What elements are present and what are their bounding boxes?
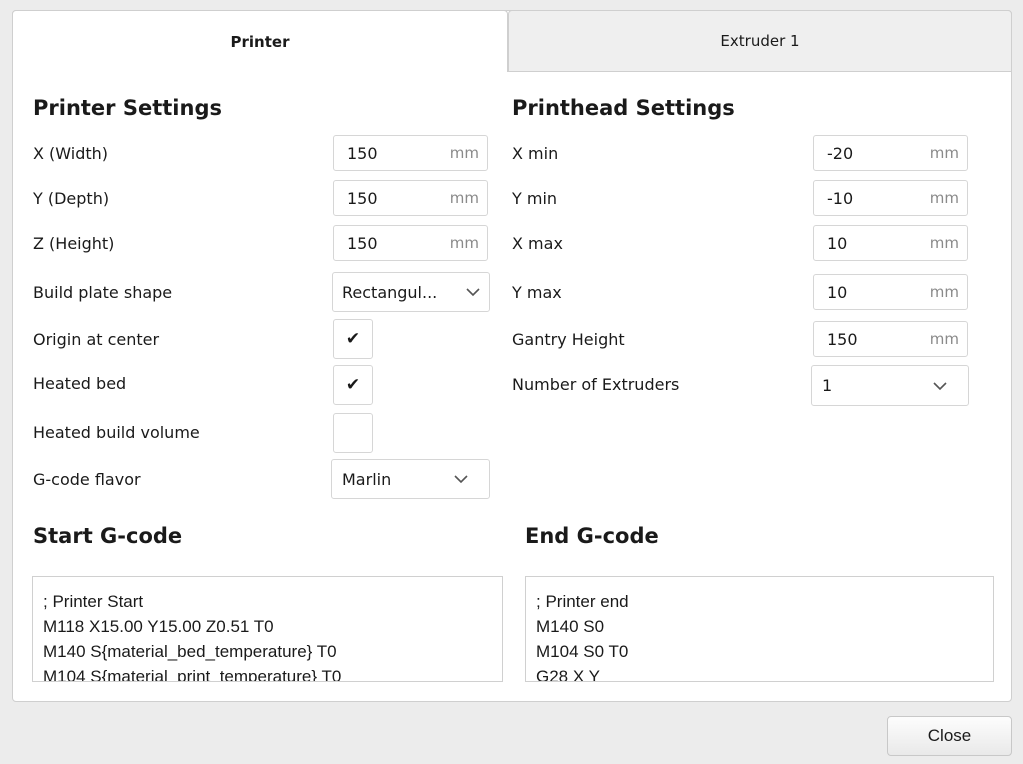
start-gcode-textarea[interactable]: ; Printer Start M118 X15.00 Y15.00 Z0.51… (32, 576, 503, 682)
z-height-label: Z (Height) (33, 233, 115, 253)
unit: mm (929, 283, 959, 301)
unit: mm (449, 234, 479, 252)
extruders-label: Number of Extruders (512, 374, 680, 394)
chevron-down-icon (465, 284, 481, 300)
printer-settings-heading: Printer Settings (33, 96, 222, 120)
code-line: M140 S0 (536, 617, 605, 636)
x-min-label: X min (512, 143, 559, 163)
y-depth-input[interactable]: 150 mm (333, 180, 488, 216)
code-line: ; Printer Start (43, 592, 144, 611)
unit: mm (449, 189, 479, 207)
y-max-input[interactable]: 10 mm (813, 274, 968, 310)
x-max-input[interactable]: 10 mm (813, 225, 968, 261)
unit: mm (929, 330, 959, 348)
value: -20 (827, 143, 854, 163)
unit: mm (929, 144, 959, 162)
code-line: ; Printer end (536, 592, 629, 611)
tab-printer[interactable]: Printer (12, 10, 508, 72)
heated-bed-label: Heated bed (33, 373, 127, 393)
x-max-label: X max (512, 233, 563, 253)
unit: mm (449, 144, 479, 162)
y-min-input[interactable]: -10 mm (813, 180, 968, 216)
y-depth-label: Y (Depth) (33, 188, 110, 208)
y-min-label: Y min (512, 188, 558, 208)
chevron-down-icon (453, 471, 469, 487)
value: Marlin (342, 469, 392, 489)
y-max-label: Y max (512, 282, 562, 302)
value: 10 (827, 282, 848, 302)
heated-volume-checkbox[interactable] (333, 413, 373, 453)
unit: mm (929, 234, 959, 252)
build-plate-select[interactable]: Rectangul... (332, 272, 490, 312)
gcode-flavor-label: G-code flavor (33, 469, 141, 489)
close-button[interactable]: Close (887, 716, 1012, 756)
gcode-flavor-select[interactable]: Marlin (331, 459, 490, 499)
tab-extruder-1[interactable]: Extruder 1 (508, 10, 1012, 72)
z-height-input[interactable]: 150 mm (333, 225, 488, 261)
start-gcode-heading: Start G-code (33, 524, 183, 548)
check-icon: ✔ (345, 375, 361, 395)
value: 150 (347, 143, 378, 163)
value: -10 (827, 188, 854, 208)
x-min-input[interactable]: -20 mm (813, 135, 968, 171)
value: 10 (827, 233, 848, 253)
code-line: M140 S{material_bed_temperature} T0 (43, 642, 337, 661)
chevron-down-icon (932, 378, 948, 394)
value: 150 (827, 329, 858, 349)
end-gcode-textarea[interactable]: ; Printer end M140 S0 M104 S0 T0 G28 X Y (525, 576, 994, 682)
gantry-height-input[interactable]: 150 mm (813, 321, 968, 357)
value: Rectangul... (342, 282, 438, 302)
origin-center-label: Origin at center (33, 329, 160, 349)
x-width-input[interactable]: 150 mm (333, 135, 488, 171)
heated-volume-label: Heated build volume (33, 422, 200, 442)
code-line: M104 S{material_print_temperature} T0 (43, 667, 342, 682)
code-line: M104 S0 T0 (536, 642, 629, 661)
origin-center-checkbox[interactable]: ✔ (333, 319, 373, 359)
code-line: M118 X15.00 Y15.00 Z0.51 T0 (43, 617, 274, 636)
printhead-settings-heading: Printhead Settings (512, 96, 735, 120)
gantry-height-label: Gantry Height (512, 329, 625, 349)
code-line: G28 X Y (536, 667, 600, 682)
value: 150 (347, 233, 378, 253)
heated-bed-checkbox[interactable]: ✔ (333, 365, 373, 405)
check-icon: ✔ (345, 329, 361, 349)
build-plate-label: Build plate shape (33, 282, 173, 302)
extruders-select[interactable]: 1 (811, 365, 969, 406)
x-width-label: X (Width) (33, 143, 109, 163)
value: 1 (822, 376, 833, 395)
end-gcode-heading: End G-code (525, 524, 659, 548)
value: 150 (347, 188, 378, 208)
unit: mm (929, 189, 959, 207)
